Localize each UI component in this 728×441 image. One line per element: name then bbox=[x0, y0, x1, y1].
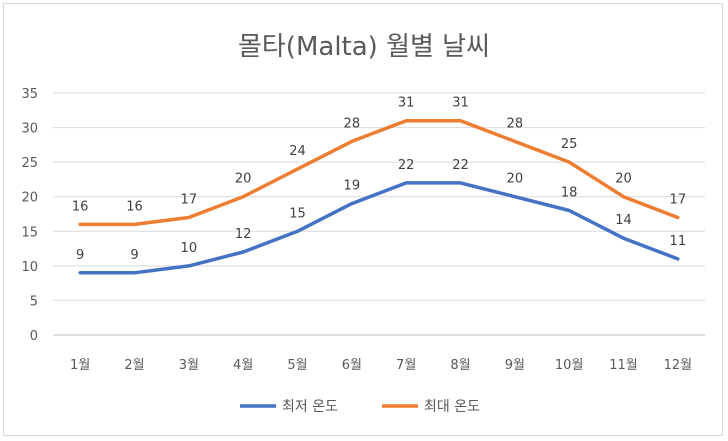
data-label: 28 bbox=[507, 116, 524, 131]
data-label: 22 bbox=[398, 158, 415, 173]
gridlines bbox=[53, 92, 705, 336]
x-tick-label: 1월 bbox=[70, 358, 90, 373]
data-labels: 9 9 10 12 15 19 22 22 20 18 14 11 16 16 17 20 24 28 31 31 28… bbox=[72, 96, 686, 263]
y-tick-label: 10 bbox=[21, 260, 38, 275]
data-label: 18 bbox=[561, 186, 578, 201]
data-label: 20 bbox=[507, 172, 524, 187]
legend-label: 최대 온도 bbox=[424, 399, 480, 415]
data-label: 17 bbox=[670, 192, 687, 207]
chart-frame bbox=[3, 3, 723, 436]
x-tick-label: 6월 bbox=[342, 358, 362, 373]
series-lines bbox=[78, 118, 680, 275]
y-axis: 0 5 10 15 20 25 30 35 bbox=[21, 87, 38, 344]
x-tick-label: 7월 bbox=[396, 358, 416, 373]
data-label: 24 bbox=[289, 144, 306, 159]
y-tick-label: 35 bbox=[21, 87, 38, 102]
data-label: 15 bbox=[289, 206, 306, 221]
x-tick-label: 9월 bbox=[505, 358, 525, 373]
data-label: 25 bbox=[561, 137, 578, 152]
x-tick-label: 8월 bbox=[450, 358, 470, 373]
y-tick-label: 15 bbox=[21, 225, 38, 240]
data-label: 17 bbox=[181, 192, 198, 207]
y-tick-label: 0 bbox=[30, 329, 38, 344]
data-label: 19 bbox=[344, 179, 361, 194]
x-tick-label: 3월 bbox=[179, 358, 199, 373]
x-tick-label: 11월 bbox=[609, 358, 638, 373]
x-tick-label: 2월 bbox=[124, 358, 144, 373]
data-label: 20 bbox=[235, 172, 252, 187]
x-tick-label: 10월 bbox=[555, 358, 584, 373]
y-tick-label: 5 bbox=[30, 294, 38, 309]
y-tick-label: 30 bbox=[21, 122, 38, 137]
series-line bbox=[78, 181, 680, 275]
data-label: 12 bbox=[235, 227, 252, 242]
data-label: 9 bbox=[76, 248, 84, 263]
data-label: 20 bbox=[615, 172, 632, 187]
series-line bbox=[78, 118, 680, 227]
y-tick-label: 25 bbox=[21, 156, 38, 171]
y-tick-label: 20 bbox=[21, 191, 38, 206]
data-label: 16 bbox=[72, 199, 89, 214]
data-label: 9 bbox=[130, 248, 138, 263]
data-label: 28 bbox=[344, 116, 361, 131]
chart-title: 몰타(Malta) 월별 날씨 bbox=[238, 32, 490, 62]
data-label: 31 bbox=[452, 96, 469, 111]
data-label: 14 bbox=[615, 213, 632, 228]
data-label: 16 bbox=[126, 199, 143, 214]
x-axis: 1월 2월 3월 4월 5월 6월 7월 8월 9월 10월 11월 12월 bbox=[70, 358, 692, 373]
data-label: 11 bbox=[670, 234, 687, 249]
legend-label: 최저 온도 bbox=[282, 399, 338, 415]
x-tick-label: 12월 bbox=[664, 358, 693, 373]
x-tick-label: 4월 bbox=[233, 358, 253, 373]
legend: 최저 온도 최대 온도 bbox=[240, 399, 480, 415]
data-label: 22 bbox=[452, 158, 469, 173]
data-label: 10 bbox=[181, 241, 198, 256]
data-label: 31 bbox=[398, 96, 415, 111]
x-tick-label: 5월 bbox=[287, 358, 307, 373]
